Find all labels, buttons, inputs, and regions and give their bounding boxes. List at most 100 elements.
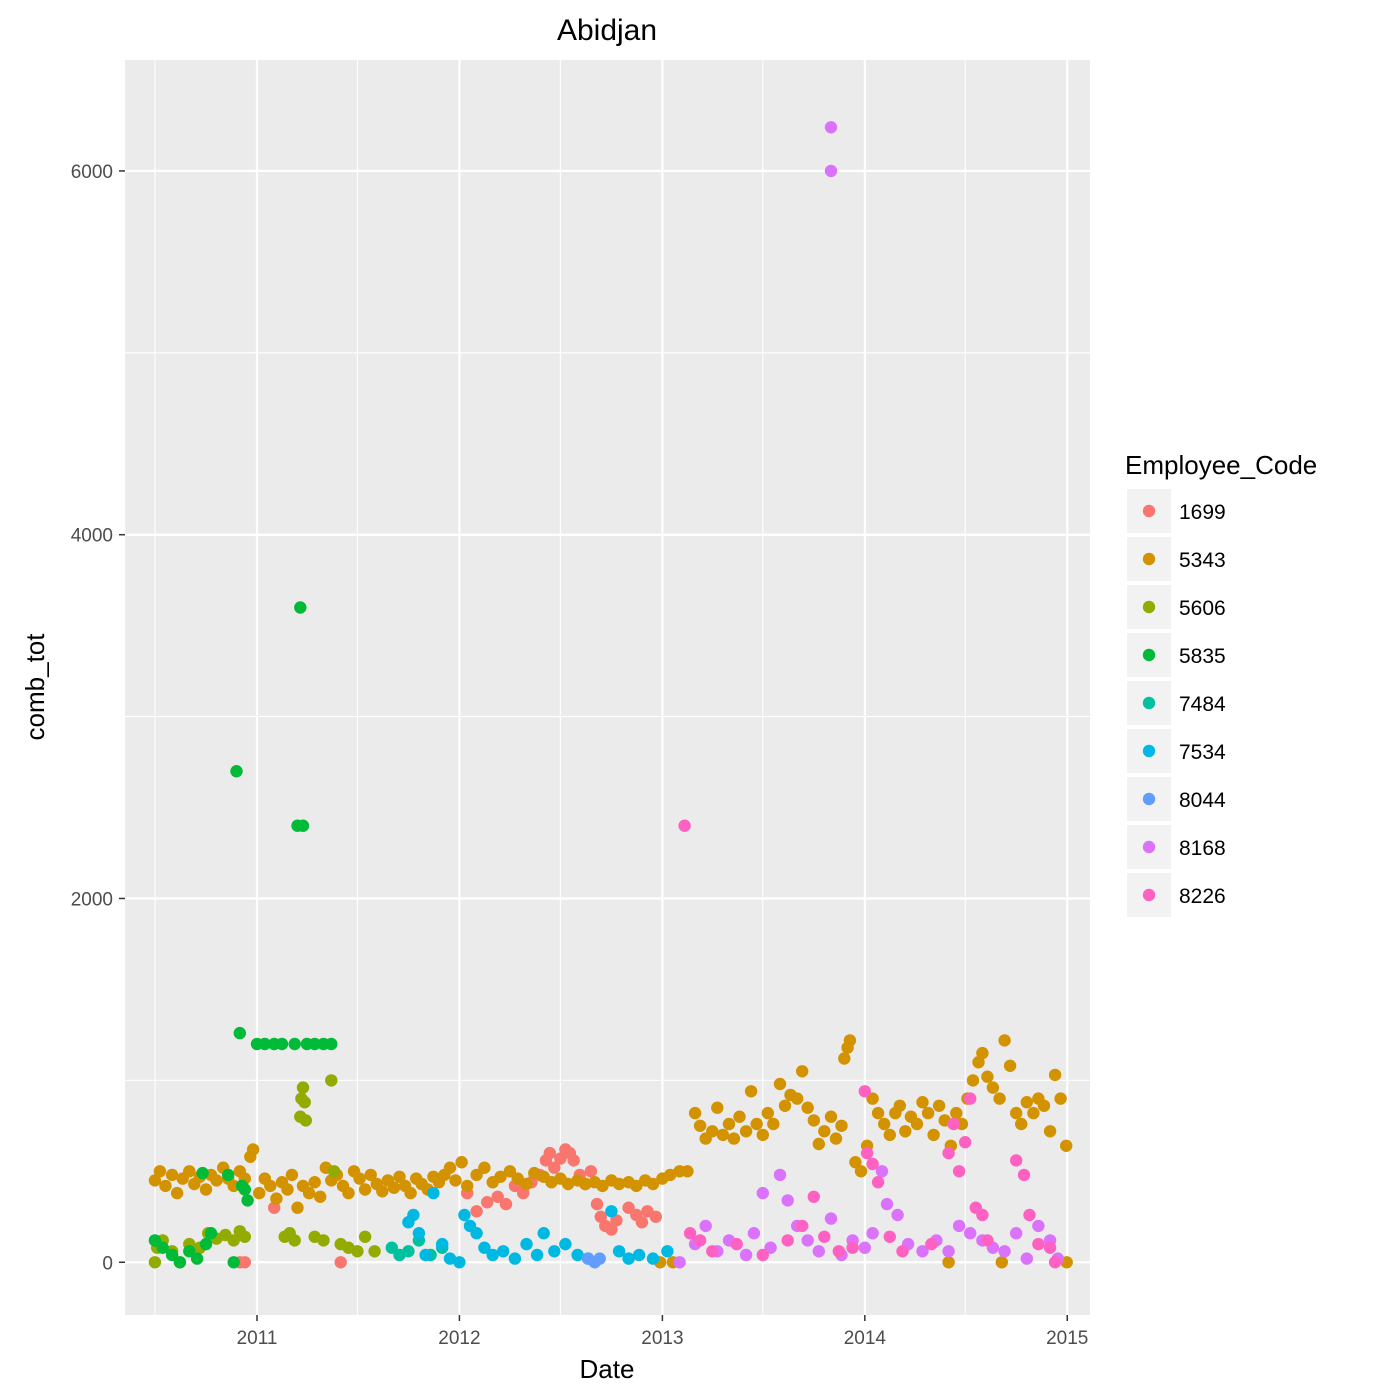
data-point (998, 1034, 1011, 1047)
data-point (561, 1177, 575, 1191)
data-point (818, 1230, 831, 1244)
data-point (148, 1234, 162, 1247)
data-point (773, 1077, 787, 1091)
data-point (584, 1165, 598, 1178)
data-point (596, 1179, 609, 1193)
data-point (791, 1092, 804, 1105)
data-point (296, 1081, 310, 1094)
data-point (829, 1132, 843, 1145)
data-point (342, 1186, 355, 1200)
data-point (976, 1208, 989, 1222)
legend-key-dot (1142, 888, 1156, 902)
data-point (1037, 1099, 1051, 1113)
data-point (412, 1227, 426, 1240)
data-point (871, 1106, 885, 1120)
data-point (368, 1245, 381, 1258)
data-point (678, 819, 691, 832)
data-point (824, 1212, 838, 1225)
series-5343 (148, 1034, 1073, 1269)
data-point (443, 1161, 457, 1174)
data-point (288, 1234, 301, 1247)
legend-items: 1699 5343 5606 5835 7484 7534 8044 8168 8226 (1127, 489, 1226, 917)
data-point (781, 1234, 794, 1247)
data-point (605, 1223, 618, 1236)
data-point (739, 1125, 753, 1138)
data-point (1010, 1154, 1023, 1167)
data-point (204, 1227, 218, 1240)
data-point (824, 1110, 838, 1123)
data-point (767, 1117, 780, 1131)
data-point (1032, 1237, 1045, 1251)
data-point (843, 1034, 857, 1047)
data-point (222, 1168, 235, 1182)
data-point (947, 1117, 960, 1131)
legend-key-dot (1142, 504, 1156, 518)
data-point (196, 1166, 209, 1180)
data-point (308, 1176, 321, 1189)
data-point (612, 1177, 626, 1191)
data-point (927, 1128, 940, 1142)
legend-key-dot (1142, 744, 1156, 758)
data-point (199, 1183, 213, 1196)
data-point (950, 1106, 963, 1120)
data-point (227, 1234, 240, 1247)
data-point (478, 1161, 491, 1174)
x-tick-label: 2011 (237, 1328, 278, 1349)
data-point (756, 1128, 769, 1142)
legend-key-dot (1142, 552, 1156, 566)
data-point (744, 1085, 758, 1098)
data-point (508, 1252, 522, 1265)
data-point (470, 1205, 483, 1218)
data-point (308, 1037, 321, 1051)
data-points (148, 121, 1073, 1269)
data-point (298, 1096, 311, 1109)
data-point (630, 1179, 643, 1193)
data-point (693, 1119, 707, 1133)
data-point (299, 1114, 312, 1127)
data-point (942, 1146, 955, 1160)
data-point (241, 1194, 254, 1207)
data-point (453, 1256, 466, 1269)
data-point (325, 1074, 338, 1087)
data-point (681, 1165, 694, 1178)
data-point (981, 1070, 994, 1083)
data-point (995, 1256, 1008, 1269)
data-point (334, 1256, 347, 1269)
data-point (230, 765, 243, 778)
data-point (910, 1117, 924, 1131)
data-point (699, 1219, 712, 1233)
data-point (554, 1152, 567, 1165)
legend-item-1699: 1699 (1127, 489, 1226, 533)
data-point (706, 1125, 719, 1138)
data-point (165, 1168, 179, 1182)
legend-key-dot (1142, 840, 1156, 854)
data-point (796, 1219, 809, 1233)
data-point (458, 1208, 471, 1222)
data-point (722, 1117, 736, 1131)
legend-key-dot (1142, 600, 1156, 614)
data-point (661, 1245, 674, 1258)
data-point (233, 1026, 246, 1040)
data-point (610, 1214, 623, 1227)
data-point (294, 601, 307, 614)
y-tick-label: 2000 (71, 889, 113, 910)
data-point (1010, 1106, 1023, 1120)
data-point (281, 1183, 294, 1196)
legend-label: 8168 (1179, 837, 1226, 860)
data-point (571, 1248, 584, 1262)
data-point (436, 1237, 449, 1251)
legend-item-5835: 5835 (1127, 633, 1226, 677)
data-point (1048, 1256, 1062, 1269)
data-point (238, 1230, 251, 1244)
data-point (499, 1197, 513, 1211)
data-point (275, 1037, 289, 1051)
legend-item-8168: 8168 (1127, 825, 1226, 869)
data-point (993, 1092, 1006, 1105)
data-point (165, 1248, 179, 1262)
data-point (548, 1161, 561, 1174)
data-point (503, 1165, 517, 1178)
data-point (325, 1037, 338, 1051)
data-point (807, 1114, 820, 1127)
data-point (883, 1128, 896, 1142)
data-point (750, 1117, 763, 1131)
